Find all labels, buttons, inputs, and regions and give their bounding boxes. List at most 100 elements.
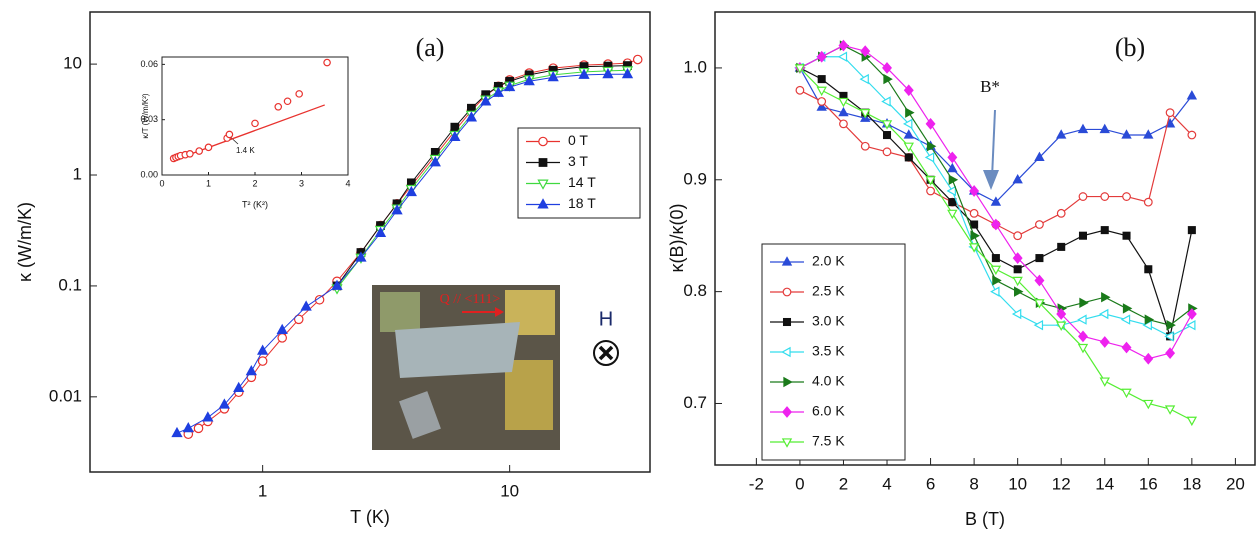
legend-marker: [538, 158, 548, 167]
panel-label: (a): [416, 33, 445, 62]
data-point: [504, 80, 516, 92]
x-tick-label: 3: [299, 178, 304, 188]
legend-marker: [782, 317, 792, 327]
data-point: [450, 122, 460, 132]
x-tick-label: 18: [1182, 474, 1201, 493]
frame-a: [89, 11, 651, 473]
data-point: [1078, 231, 1088, 240]
data-point: [1099, 377, 1110, 387]
data-point: [1164, 405, 1176, 415]
inset-x-label: T² (K²): [242, 199, 268, 209]
data-point: [882, 62, 892, 74]
data-point: [1056, 308, 1067, 320]
data-point: [1035, 220, 1044, 229]
x-tick-label: 0: [795, 474, 804, 493]
data-point: [523, 75, 535, 86]
inset-y-label: κ/T (W/m/K²): [141, 93, 150, 139]
data-point: [429, 156, 441, 167]
data-point: [990, 196, 1002, 206]
data-point: [171, 426, 183, 438]
data-point: [195, 147, 204, 155]
data-point: [547, 71, 559, 82]
data-point: [331, 279, 343, 290]
data-point: [1012, 173, 1023, 184]
data-point: [1077, 123, 1089, 134]
data-point: [295, 90, 303, 98]
legend-marker: [782, 406, 792, 418]
data-point: [632, 54, 643, 65]
x-tick-label: 2: [839, 474, 848, 493]
data-point: [881, 96, 891, 107]
data-point: [323, 58, 331, 67]
data-point: [1012, 276, 1023, 287]
data-point: [1186, 90, 1198, 100]
data-point: [859, 73, 869, 85]
data-point: [948, 198, 957, 207]
legend-box: [517, 127, 641, 219]
data-point: [969, 185, 980, 197]
data-point: [947, 209, 958, 220]
x-tick-label: 6: [926, 474, 935, 493]
data-point: [1098, 308, 1109, 320]
data-point: [904, 153, 913, 162]
data-point: [182, 422, 194, 433]
data-point: [990, 265, 1002, 276]
annotation: B*: [980, 77, 1000, 96]
x-tick-label: 10: [500, 481, 519, 500]
data-point: [202, 411, 214, 422]
data-point: [1078, 192, 1088, 201]
data-point: [276, 323, 288, 335]
data-point: [1078, 330, 1088, 343]
data-point: [905, 107, 915, 118]
photo: [372, 285, 560, 450]
data-point: [293, 314, 304, 325]
q-arrow-head: [495, 307, 504, 317]
legend-label: 3.5 K: [812, 343, 845, 359]
data-point: [1013, 265, 1022, 274]
data-point: [1122, 303, 1133, 314]
data-point: [1121, 129, 1132, 139]
data-point: [1186, 416, 1198, 427]
data-point: [947, 151, 958, 164]
data-point: [1143, 352, 1154, 365]
series-line: [336, 69, 628, 289]
photo-annotation: Q // <111>: [440, 292, 501, 307]
annotation-arrow: [991, 109, 996, 179]
data-point: [1187, 226, 1196, 235]
data-point: [903, 129, 914, 139]
data-point: [314, 294, 325, 305]
data-point: [924, 152, 935, 163]
inset-annotation: 1.4 K: [236, 146, 255, 155]
legend-label: 7.5 K: [812, 433, 845, 449]
data-point: [1035, 254, 1044, 263]
data-point: [795, 85, 805, 95]
legend-marker: [781, 346, 791, 358]
y-tick-label: 1.0: [683, 57, 707, 76]
data-point: [218, 398, 231, 409]
data-point: [860, 141, 870, 151]
data-point: [970, 230, 980, 241]
data-point: [1034, 299, 1045, 309]
data-point: [838, 97, 849, 108]
x-tick-label: 10: [1008, 474, 1027, 493]
legend-marker: [537, 198, 549, 209]
data-point: [838, 106, 849, 117]
legend-label: 4.0 K: [812, 373, 845, 389]
data-point: [882, 131, 892, 140]
data-point: [860, 45, 871, 58]
data-point: [1100, 192, 1110, 201]
y-tick-label: 0.06: [140, 59, 158, 69]
data-point: [1120, 314, 1131, 325]
data-point: [991, 254, 1000, 263]
data-point: [1186, 308, 1197, 320]
data-point: [1166, 319, 1176, 331]
data-point: [1187, 130, 1197, 140]
data-point: [300, 300, 312, 311]
data-point: [1101, 292, 1111, 303]
data-point: [817, 75, 826, 84]
data-point: [883, 73, 893, 85]
y-tick-label: 1: [73, 164, 82, 183]
data-point: [480, 95, 492, 106]
data-point: [1144, 314, 1155, 325]
y-tick-label: 0.03: [140, 114, 158, 124]
